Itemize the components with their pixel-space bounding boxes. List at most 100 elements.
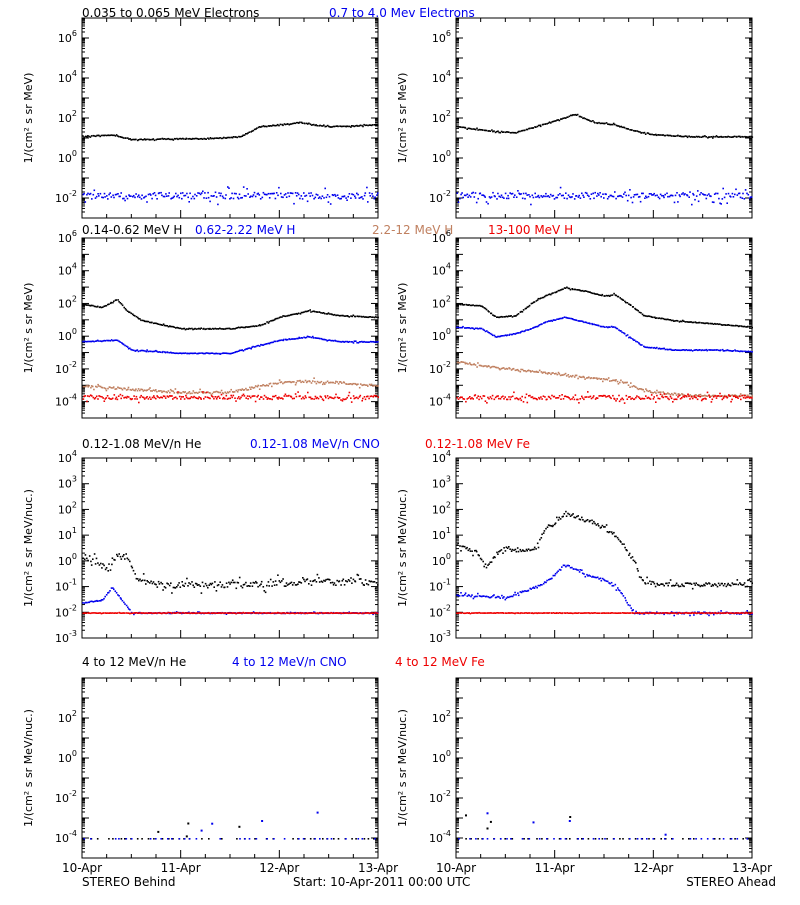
data-point [649,390,651,392]
data-point [460,550,462,552]
data-point [713,202,715,204]
data-point [653,396,655,398]
data-point [742,193,744,195]
data-point [249,387,251,389]
data-point [456,397,458,399]
data-point [129,312,131,314]
y-tick-label: 101 [58,526,77,542]
data-point [507,547,509,549]
data-point [568,376,570,378]
data-point [503,197,505,199]
data-point [360,341,362,343]
data-point [112,195,114,197]
data-point [362,612,364,614]
data-point [254,387,256,389]
data-point [176,352,178,354]
data-point [138,139,140,141]
data-point [165,193,167,195]
data-point [106,195,108,197]
data-point [474,196,476,198]
data-point [223,612,225,614]
data-point [233,136,235,138]
data-point [132,612,134,614]
data-point [722,188,724,190]
data-point [679,196,681,198]
data-point [705,136,707,138]
data-point [120,598,122,600]
data-point [508,131,510,133]
data-point [665,396,667,398]
data-point [339,397,341,399]
data-point [666,396,668,398]
data-point [155,195,157,197]
data-point [258,345,260,347]
data-point [120,556,122,558]
data-point [667,196,669,198]
data-point [675,349,677,351]
data-point [344,584,346,586]
data-point [377,584,379,586]
data-point [518,399,520,401]
data-point [97,600,99,602]
data-point [90,601,92,603]
data-point [221,586,223,588]
data-point [638,389,640,391]
data-point [594,122,596,124]
data-point [260,198,262,200]
data-point [459,545,461,547]
data-point [262,324,264,326]
data-point [461,192,463,194]
data-point [287,192,289,194]
data-point [745,189,747,191]
data-point [637,194,639,196]
data-point [141,195,143,197]
data-point [183,138,185,140]
data-point [182,396,184,398]
data-point [635,397,637,399]
data-point [281,196,283,198]
data-point [713,136,715,138]
data-point [320,612,322,614]
data-point [302,122,304,124]
data-point [184,391,186,393]
data-point [539,370,541,372]
data-point [732,350,734,352]
data-point [716,395,718,397]
data-point [183,585,185,587]
data-point [718,198,720,200]
data-point [223,328,225,330]
data-point [560,187,562,189]
data-point [232,579,234,581]
data-point [103,612,105,614]
data-point [558,194,560,196]
data-point [328,312,330,314]
data-point [112,302,114,304]
data-point [583,322,585,324]
data-point [268,193,270,195]
data-point [122,389,124,391]
data-point [502,552,504,554]
data-point [252,346,254,348]
data-point [569,116,571,118]
data-point [628,384,630,386]
data-point [263,192,265,194]
data-point [252,612,254,614]
data-point [270,383,272,385]
data-point [518,313,520,315]
data-point [740,399,742,401]
data-point [171,613,173,615]
data-point [102,397,104,399]
data-point [588,376,590,378]
data-point [342,580,344,582]
data-point [255,346,257,348]
data-point [618,395,620,397]
data-point [231,193,233,195]
data-point [200,327,202,329]
data-point [610,124,612,126]
data-point [689,398,691,400]
data-point [89,555,91,557]
data-point [365,341,367,343]
data-point [143,350,145,352]
data-point [511,550,513,552]
data-point [364,195,366,197]
